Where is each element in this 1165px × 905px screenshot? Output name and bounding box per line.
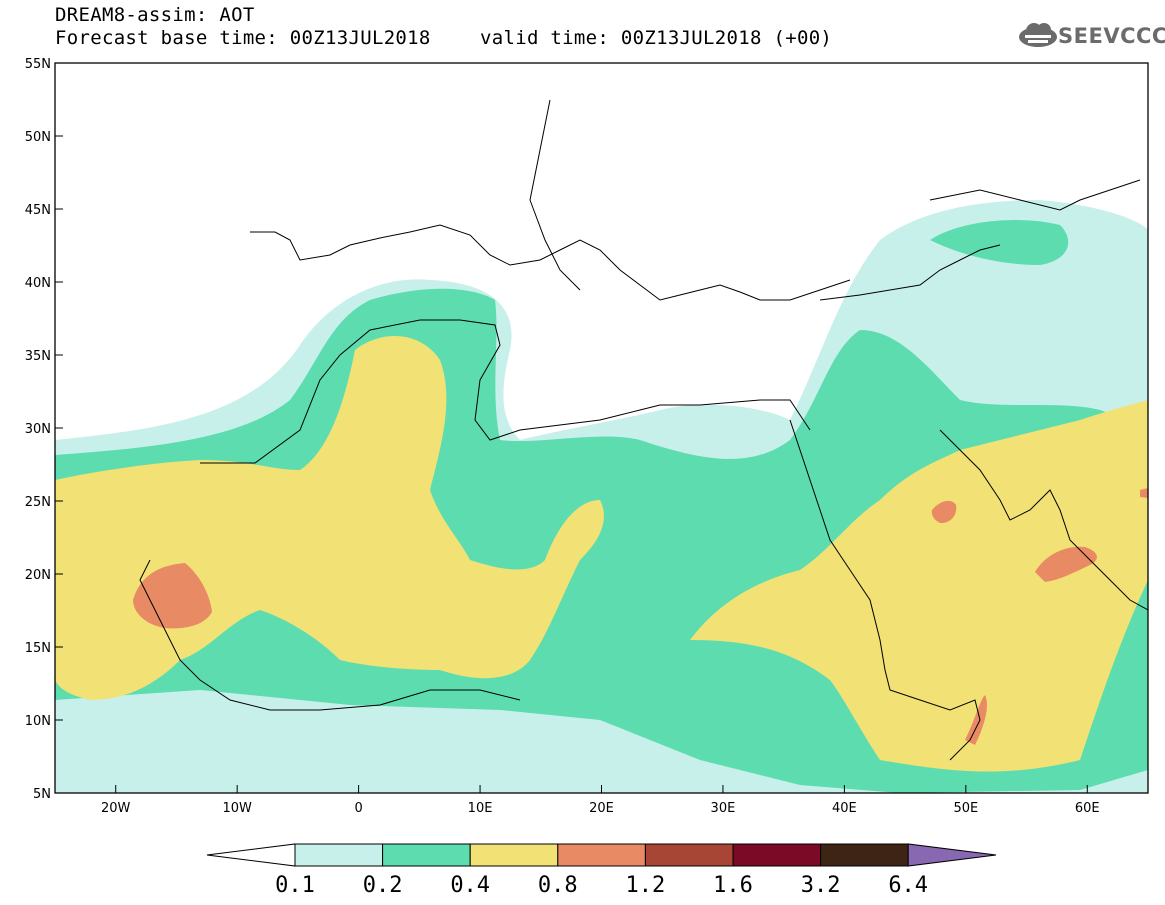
aot-contour-0-8 bbox=[133, 488, 1148, 745]
lon-label: 20E bbox=[589, 801, 614, 816]
forecast-base-time: Forecast base time: 00Z13JUL2018 bbox=[55, 27, 431, 49]
colorbar-swatch bbox=[820, 843, 909, 867]
lat-label: 45N bbox=[25, 203, 51, 218]
colorbar-under-arrow bbox=[206, 843, 296, 867]
model-title: DREAM8-assim: AOT bbox=[55, 4, 255, 26]
colorbar-swatch bbox=[382, 843, 471, 867]
lon-label: 50E bbox=[953, 801, 978, 816]
colorbar-swatch bbox=[557, 843, 646, 867]
lat-label: 30N bbox=[25, 422, 51, 437]
lon-label: 20W bbox=[101, 801, 131, 816]
lat-label: 10N bbox=[25, 714, 51, 729]
colorbar-level-label: 6.4 bbox=[888, 873, 928, 898]
colorbar-swatch bbox=[644, 843, 734, 867]
aot-colorbar: 0.1 0.2 0.4 0.8 1.2 1.6 3.2 6.4 bbox=[206, 843, 997, 898]
colorbar-level-label: 1.2 bbox=[626, 873, 666, 898]
aot-field bbox=[55, 200, 1148, 793]
seevccc-cloud-logo-icon bbox=[1019, 23, 1057, 47]
colorbar-over-arrow bbox=[907, 843, 997, 867]
logo-text: SEEVCCC bbox=[1058, 24, 1165, 48]
coastlines bbox=[139, 99, 1148, 761]
lat-label: 5N bbox=[33, 787, 51, 802]
lat-label: 25N bbox=[25, 495, 51, 510]
longitude-axis: 20W 10W 0 10E 20E 30E 40E 50E 60E bbox=[101, 785, 1100, 816]
colorbar-level-label: 0.2 bbox=[363, 873, 403, 898]
lat-label: 55N bbox=[25, 57, 51, 72]
colorbar-swatch bbox=[294, 843, 384, 867]
valid-time: valid time: 00Z13JUL2018 (+00) bbox=[480, 27, 833, 49]
lat-label: 35N bbox=[25, 349, 51, 364]
colorbar-swatch bbox=[469, 843, 559, 867]
lon-label: 10W bbox=[222, 801, 252, 816]
lon-label: 0 bbox=[354, 801, 362, 816]
lon-label: 60E bbox=[1075, 801, 1100, 816]
lat-label: 20N bbox=[25, 568, 51, 583]
lat-label: 40N bbox=[25, 276, 51, 291]
lat-label: 15N bbox=[25, 641, 51, 656]
lon-label: 30E bbox=[711, 801, 736, 816]
lon-label: 40E bbox=[832, 801, 857, 816]
colorbar-level-label: 0.4 bbox=[450, 873, 490, 898]
colorbar-level-label: 1.6 bbox=[713, 873, 753, 898]
colorbar-level-label: 3.2 bbox=[801, 873, 841, 898]
colorbar-level-label: 0.8 bbox=[538, 873, 578, 898]
lat-label: 50N bbox=[25, 130, 51, 145]
latitude-axis: 55N 50N 45N 40N 35N 30N 25N 20N 15N 10N 5N bbox=[25, 57, 63, 802]
lon-label: 10E bbox=[468, 801, 493, 816]
colorbar-swatch bbox=[732, 843, 822, 867]
colorbar-level-label: 0.1 bbox=[275, 873, 315, 898]
